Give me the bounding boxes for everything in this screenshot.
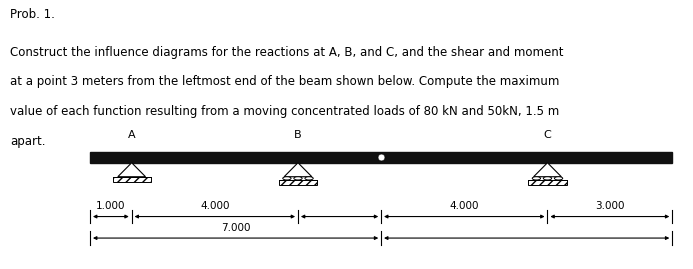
Text: value of each function resulting from a moving concentrated loads of 80 kN and 5: value of each function resulting from a … xyxy=(10,105,560,118)
Text: at a point 3 meters from the leftmost end of the beam shown below. Compute the m: at a point 3 meters from the leftmost en… xyxy=(10,75,560,88)
Text: 3.000: 3.000 xyxy=(595,201,624,211)
Bar xyxy=(529,180,567,185)
Circle shape xyxy=(543,177,552,180)
Text: A: A xyxy=(128,130,136,140)
Circle shape xyxy=(283,177,291,180)
Text: 7.000: 7.000 xyxy=(221,223,250,233)
Text: B: B xyxy=(294,130,302,140)
Bar xyxy=(90,152,672,163)
Circle shape xyxy=(532,177,541,180)
Text: C: C xyxy=(543,130,552,140)
Text: 1.000: 1.000 xyxy=(96,201,125,211)
Bar xyxy=(279,180,317,185)
Text: Prob. 1.: Prob. 1. xyxy=(10,8,55,21)
Text: Construct the influence diagrams for the reactions at A, B, and C, and the shear: Construct the influence diagrams for the… xyxy=(10,46,564,59)
Bar xyxy=(112,177,151,182)
Text: apart.: apart. xyxy=(10,134,46,147)
Text: 4.000: 4.000 xyxy=(450,201,479,211)
Circle shape xyxy=(554,177,563,180)
Polygon shape xyxy=(534,163,561,177)
Circle shape xyxy=(305,177,313,180)
Polygon shape xyxy=(118,163,146,177)
Polygon shape xyxy=(284,163,312,177)
Circle shape xyxy=(294,177,302,180)
Text: 4.000: 4.000 xyxy=(200,201,229,211)
